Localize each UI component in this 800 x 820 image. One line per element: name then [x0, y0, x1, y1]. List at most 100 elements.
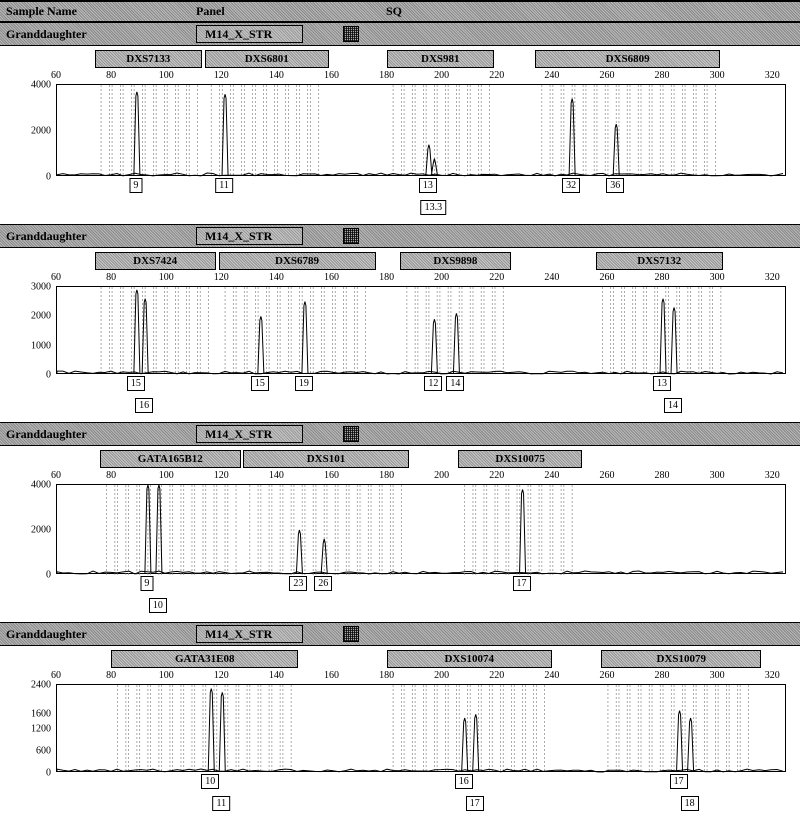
x-tick-label: 200 [434, 70, 449, 81]
header-sample-name: Sample Name [6, 4, 196, 19]
x-tick-label: 200 [434, 670, 449, 681]
allele-call[interactable]: 10 [201, 774, 219, 789]
marker-label[interactable]: DXS10079 [601, 650, 761, 668]
sample-name-label: Granddaughter [6, 627, 196, 642]
y-tick-label: 0 [46, 570, 51, 581]
allele-call[interactable]: 16 [455, 774, 473, 789]
x-tick-label: 60 [51, 470, 61, 481]
allele-call[interactable]: 9 [140, 576, 153, 591]
dye-color-swatch[interactable] [343, 228, 359, 244]
y-axis: 020004000 [9, 85, 53, 175]
marker-label[interactable]: DXS10075 [458, 450, 582, 468]
x-tick-label: 160 [324, 670, 339, 681]
allele-call[interactable]: 14 [446, 376, 464, 391]
x-tick-label: 320 [765, 272, 780, 283]
allele-call-row-2: 13.3 [56, 200, 786, 218]
allele-call[interactable]: 13.3 [421, 200, 447, 215]
allele-call-row: 15 15 19 12 14 13 [56, 376, 786, 398]
electropherogram-plot[interactable]: 020004000 [56, 484, 786, 574]
sample-name-label: Granddaughter [6, 27, 196, 42]
marker-label[interactable]: DXS7132 [596, 252, 723, 270]
marker-label[interactable]: DXS7133 [95, 50, 202, 68]
dye-color-swatch[interactable] [343, 26, 359, 42]
allele-call[interactable]: 16 [135, 398, 153, 413]
x-tick-label: 200 [434, 272, 449, 283]
trace-svg [57, 85, 787, 177]
allele-call[interactable]: 32 [562, 178, 580, 193]
trace-svg [57, 287, 787, 375]
marker-label[interactable]: DXS6789 [219, 252, 376, 270]
allele-call[interactable]: 36 [606, 178, 624, 193]
allele-call[interactable]: 17 [466, 796, 484, 811]
allele-call[interactable]: 15 [127, 376, 145, 391]
panel-name-box[interactable]: M14_X_STR [196, 425, 303, 443]
panels-container: GranddaughterM14_X_STRDXS7133DXS6801DXS9… [0, 22, 800, 814]
marker-label[interactable]: GATA165B12 [100, 450, 240, 468]
allele-call[interactable]: 15 [251, 376, 269, 391]
marker-label[interactable]: DXS7424 [95, 252, 216, 270]
allele-call[interactable]: 10 [149, 598, 167, 613]
x-tick-label: 220 [489, 670, 504, 681]
allele-call[interactable]: 23 [289, 576, 307, 591]
electropherogram-plot[interactable]: 0100020003000 [56, 286, 786, 374]
allele-call[interactable]: 9 [129, 178, 142, 193]
allele-call[interactable]: 12 [424, 376, 442, 391]
x-tick-label: 280 [655, 670, 670, 681]
y-tick-label: 2000 [31, 126, 51, 137]
x-tick-label: 100 [159, 470, 174, 481]
allele-call[interactable]: 18 [681, 796, 699, 811]
column-header-row: Sample Name Panel SQ [0, 0, 800, 22]
marker-label-row: GATA31E08 DXS10074 DXS10079 [56, 650, 786, 670]
y-axis: 020004000 [9, 485, 53, 573]
x-tick-label: 60 [51, 272, 61, 283]
allele-call[interactable]: 13 [419, 178, 437, 193]
trace-svg [57, 485, 787, 575]
y-tick-label: 1600 [31, 709, 51, 720]
panel-header-strip: GranddaughterM14_X_STR [0, 422, 800, 446]
marker-label[interactable]: GATA31E08 [111, 650, 298, 668]
header-sq: SQ [386, 4, 506, 19]
allele-call-row-2: 11 17 18 [56, 796, 786, 814]
x-tick-label: 80 [106, 470, 116, 481]
x-tick-label: 120 [214, 470, 229, 481]
x-tick-label: 280 [655, 70, 670, 81]
allele-call[interactable]: 19 [295, 376, 313, 391]
marker-label[interactable]: DXS981 [387, 50, 494, 68]
marker-label[interactable]: DXS10074 [387, 650, 552, 668]
chart-wrap: GATA31E08DXS10074DXS10079608010012014016… [8, 650, 792, 814]
panel-name-box[interactable]: M14_X_STR [196, 625, 303, 643]
electropherogram-plot[interactable]: 020004000 [56, 84, 786, 176]
panel-name-box[interactable]: M14_X_STR [196, 227, 303, 245]
signal-trace [57, 485, 783, 574]
allele-call[interactable]: 14 [664, 398, 682, 413]
allele-call[interactable]: 17 [670, 774, 688, 789]
marker-label[interactable]: DXS6801 [205, 50, 329, 68]
marker-label[interactable]: DXS101 [243, 450, 408, 468]
allele-call[interactable]: 11 [215, 178, 233, 193]
allele-call[interactable]: 26 [314, 576, 332, 591]
y-tick-label: 1200 [31, 724, 51, 735]
x-tick-label: 320 [765, 470, 780, 481]
chart-wrap: GATA165B12DXS101DXS100756080100120140160… [8, 450, 792, 616]
dye-color-swatch[interactable] [343, 426, 359, 442]
x-axis-ruler: 6080100120140160180200220240260280300320 [56, 272, 786, 286]
allele-call-row: 10 16 17 [56, 774, 786, 796]
allele-call[interactable]: 13 [653, 376, 671, 391]
allele-call[interactable]: 11 [212, 796, 230, 811]
panel-header-strip: GranddaughterM14_X_STR [0, 224, 800, 248]
marker-label[interactable]: DXS6809 [535, 50, 720, 68]
marker-label-row: GATA165B12DXS101 DXS10075 [56, 450, 786, 470]
y-tick-label: 3000 [31, 282, 51, 293]
allele-call[interactable]: 17 [513, 576, 531, 591]
allele-call-row: 9 11 13 32 36 [56, 178, 786, 200]
signal-trace [57, 290, 783, 374]
x-tick-label: 280 [655, 272, 670, 283]
y-tick-label: 2000 [31, 525, 51, 536]
panel-name-box[interactable]: M14_X_STR [196, 25, 303, 43]
marker-label[interactable]: DXS9898 [400, 252, 510, 270]
y-tick-label: 0 [46, 370, 51, 381]
electropherogram-plot[interactable]: 0600120016002400 [56, 684, 786, 772]
x-tick-label: 260 [599, 272, 614, 283]
dye-color-swatch[interactable] [343, 626, 359, 642]
x-tick-label: 220 [489, 70, 504, 81]
